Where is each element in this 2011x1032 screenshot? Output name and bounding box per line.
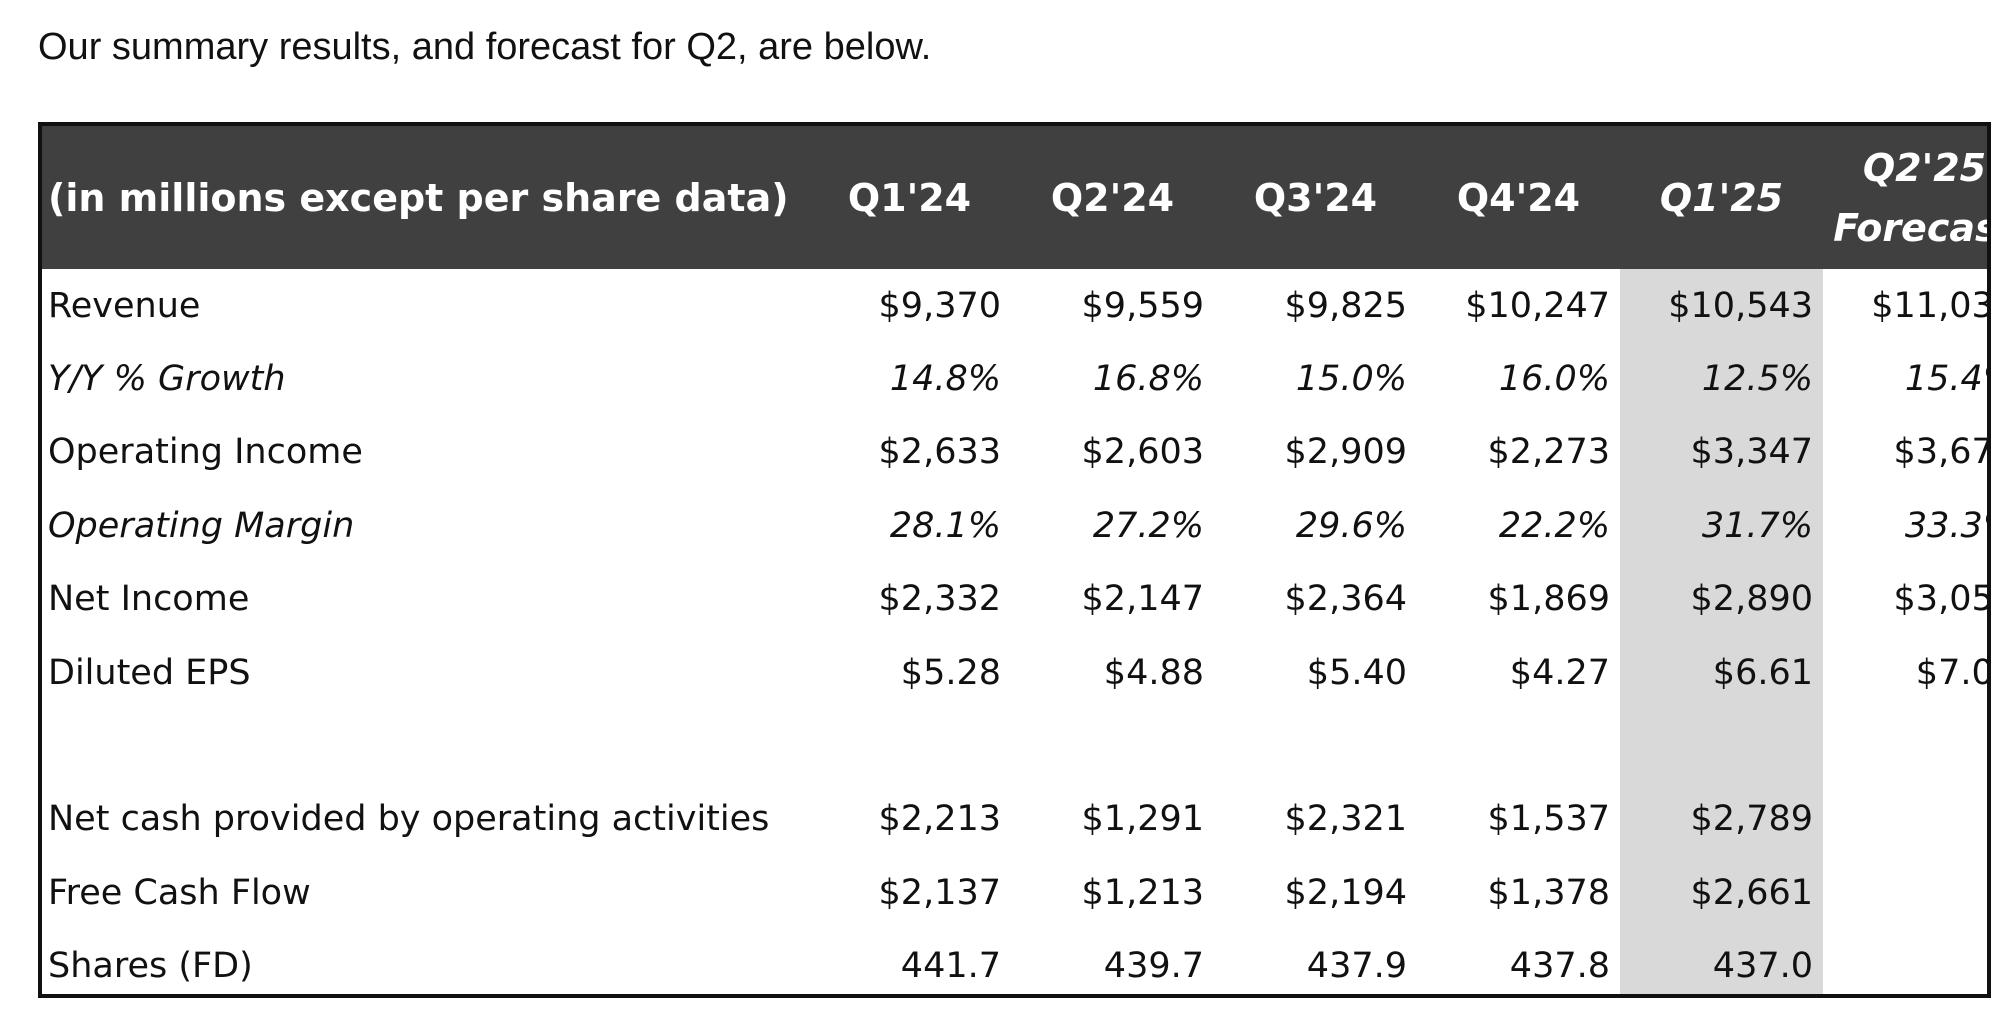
table-cell: $2,147 [1081,579,1204,620]
row-label: Operating Margin [48,505,355,546]
table-cell: $2,909 [1284,432,1407,473]
table-cell: $4.88 [1103,652,1204,693]
spacer-cell [1011,709,1214,782]
row-label: Revenue [48,285,201,326]
table-cell: 29.6% [1295,505,1407,546]
table-cell: 27.2% [1092,505,1204,546]
table-cell: 15.0% [1295,359,1407,400]
table-header-row: (in millions except per share data) Q1'2… [42,126,1987,269]
table-cell-forecast: $7.03 [1915,652,1987,693]
table-cell: $9,559 [1081,285,1204,326]
row-label: Diluted EPS [48,652,251,693]
table-row-operating-income: Operating Income $2,633 $2,603 $2,909 $2… [42,415,1987,490]
table-cell: 437.8 [1509,946,1610,987]
table-cell-forecast [1823,783,1987,856]
table-cell-highlighted: 31.7% [1620,489,1823,563]
table-row-revenue: Revenue $9,370 $9,559 $9,825 $10,247 $10… [42,269,1987,343]
table-cell: 437.9 [1306,946,1407,987]
table-row-net-cash-operating: Net cash provided by operating activitie… [42,782,1987,857]
header-q1-24: Q1'24 [847,175,972,220]
table-cell-highlighted: $10,543 [1620,269,1823,343]
header-forecast-label: Forecast [1833,205,1987,250]
spacer-cell [1823,709,1987,782]
table-cell-highlighted: $2,789 [1620,782,1823,857]
table-spacer-row [42,709,1987,783]
header-q3-24: Q3'24 [1253,175,1378,220]
table-cell-forecast [1823,856,1987,929]
table-cell: $1,869 [1487,579,1610,620]
table-cell: 16.0% [1498,359,1610,400]
summary-results-table-frame: (in millions except per share data) Q1'2… [38,122,1991,998]
summary-results-table: (in millions except per share data) Q1'2… [42,126,1987,994]
row-label: Free Cash Flow [48,872,311,913]
row-label: Shares (FD) [48,946,253,987]
table-cell: 16.8% [1092,359,1204,400]
table-cell: $10,247 [1465,285,1610,326]
row-label: Net Income [48,579,250,620]
row-label: Y/Y % Growth [48,359,286,400]
table-cell: $2,603 [1081,432,1204,473]
header-units-label: (in millions except per share data) [48,175,789,220]
table-cell: $2,321 [1284,799,1407,840]
table-cell: $9,370 [878,285,1001,326]
table-cell-highlighted: $2,661 [1620,856,1823,930]
spacer-cell [808,709,1011,782]
spacer-cell [1214,709,1417,782]
table-cell-highlighted: 437.0 [1620,929,1823,994]
table-cell-highlighted: $6.61 [1620,635,1823,710]
table-cell: 439.7 [1103,946,1204,987]
table-cell: 14.8% [889,359,1001,400]
spacer-cell-highlighted [1620,709,1823,783]
table-row-free-cash-flow: Free Cash Flow $2,137 $1,213 $2,194 $1,3… [42,856,1987,930]
table-row-diluted-eps: Diluted EPS $5.28 $4.88 $5.40 $4.27 $6.6… [42,635,1987,710]
table-cell: 441.7 [900,946,1001,987]
table-row-net-income: Net Income $2,332 $2,147 $2,364 $1,869 $… [42,562,1987,636]
table-cell: $2,364 [1284,579,1407,620]
row-label: Net cash provided by operating activitie… [48,799,770,840]
intro-text: Our summary results, and forecast for Q2… [38,26,932,68]
table-cell: $1,378 [1487,872,1610,913]
table-cell: $2,332 [878,579,1001,620]
table-cell: $2,213 [878,799,1001,840]
table-cell: $5.40 [1306,652,1407,693]
header-forecast: Q2'25 Forecast [1823,126,1987,269]
header-forecast-quarter: Q2'25 [1862,145,1987,190]
table-cell: $5.28 [900,652,1001,693]
table-cell: $1,291 [1081,799,1204,840]
spacer-cell [42,709,808,782]
table-row-shares-fd: Shares (FD) 441.7 439.7 437.9 437.8 437.… [42,929,1987,994]
table-cell: $2,273 [1487,432,1610,473]
table-cell-highlighted: $2,890 [1620,562,1823,636]
table-cell-highlighted: 12.5% [1620,342,1823,416]
spacer-cell [1417,709,1620,782]
table-cell: $2,633 [878,432,1001,473]
table-cell: 22.2% [1498,505,1610,546]
table-cell-forecast: $3,675 [1893,432,1987,473]
table-row-operating-margin: Operating Margin 28.1% 27.2% 29.6% 22.2%… [42,489,1987,563]
table-cell-highlighted: $3,347 [1620,415,1823,490]
table-cell: 28.1% [889,505,1001,546]
header-q1-25: Q1'25 [1659,175,1784,220]
header-q2-24: Q2'24 [1050,175,1175,220]
table-cell-forecast: $11,035 [1871,285,1987,326]
table-cell-forecast [1823,930,1987,994]
table-cell-forecast: 33.3% [1904,505,1987,546]
row-label: Operating Income [48,432,363,473]
table-cell: $1,537 [1487,799,1610,840]
table-cell: $2,137 [878,872,1001,913]
table-cell: $9,825 [1284,285,1407,326]
table-cell-forecast: 15.4% [1904,359,1987,400]
header-q4-24: Q4'24 [1456,175,1581,220]
table-row-yy-growth: Y/Y % Growth 14.8% 16.8% 15.0% 16.0% 12.… [42,342,1987,416]
table-body: Revenue $9,370 $9,559 $9,825 $10,247 $10… [42,269,1987,994]
table-cell-forecast: $3,055 [1893,579,1987,620]
table-cell: $4.27 [1509,652,1610,693]
table-cell: $1,213 [1081,872,1204,913]
table-cell: $2,194 [1284,872,1407,913]
